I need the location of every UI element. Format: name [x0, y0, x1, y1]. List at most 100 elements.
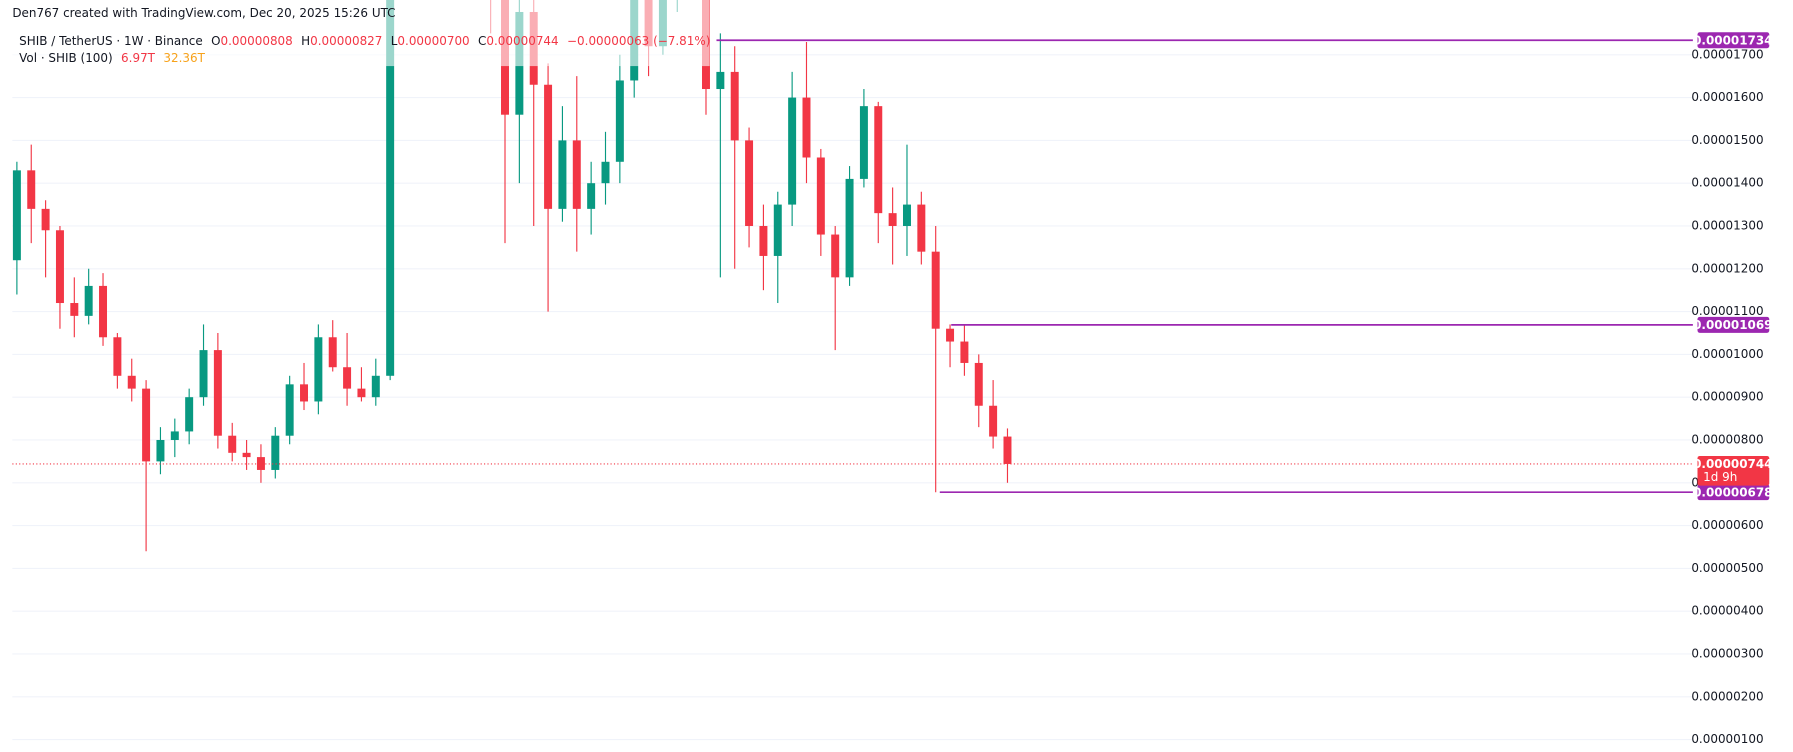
- candle-body: [745, 140, 754, 226]
- y-tick-label: 0.00001600: [1691, 90, 1763, 104]
- candle-body: [285, 384, 294, 436]
- candle-body: [974, 362, 983, 406]
- ohlc-name: L: [391, 34, 398, 48]
- level-label: 0.00000678: [1693, 485, 1772, 499]
- change: −0.00000063 (−7.81%): [567, 34, 710, 48]
- ohlc-name: O: [211, 34, 220, 48]
- candle-body: [1003, 436, 1012, 464]
- volume-label: Vol · SHIB (100): [19, 51, 113, 65]
- grid: [12, 54, 1693, 741]
- ohlc-name: C: [478, 34, 486, 48]
- candle-body: [816, 157, 825, 235]
- ohlc-value: 0.00000744: [486, 34, 558, 48]
- level-badge: [1697, 32, 1770, 49]
- candle-body: [41, 208, 50, 231]
- ohlc-value: 0.00000808: [221, 34, 293, 48]
- candle-body: [859, 106, 868, 179]
- countdown: 1d 9h: [1703, 470, 1737, 484]
- attribution: Den767 created with TradingView.com, Dec…: [12, 6, 395, 20]
- y-tick-label: 0.00001400: [1691, 176, 1763, 190]
- candle-body: [788, 97, 797, 205]
- y-tick-label: 0.00001000: [1691, 347, 1763, 361]
- symbol: SHIB / TetherUS · 1W · Binance: [19, 34, 203, 48]
- candle-body: [300, 384, 309, 402]
- candle-body: [271, 435, 280, 470]
- legend-backdrop: [3, 0, 710, 67]
- candle-body: [99, 285, 108, 338]
- plot-area: [12, 0, 1693, 552]
- y-tick-label: 0.00000300: [1691, 646, 1763, 660]
- volume-legend: Vol · SHIB (100) 6.97T 32.36T: [19, 51, 205, 65]
- candle-body: [156, 439, 165, 462]
- y-tick-label: 0.00000800: [1691, 432, 1763, 446]
- candle-body: [587, 183, 596, 209]
- candle-body: [12, 170, 21, 261]
- ohlc-name: H: [301, 34, 310, 48]
- candle-body: [55, 230, 64, 304]
- candle-body: [946, 328, 955, 342]
- candle-body: [759, 225, 768, 256]
- candle-body: [544, 84, 553, 209]
- level-label: 0.00001069: [1693, 318, 1772, 332]
- candle-body: [199, 350, 208, 398]
- candle-body: [84, 285, 93, 316]
- candle-body: [185, 397, 194, 432]
- y-tick-label: 0.00001500: [1691, 133, 1763, 147]
- candle-body: [113, 337, 122, 376]
- candle-body: [572, 140, 581, 209]
- candle-body: [170, 431, 179, 440]
- candle-body: [989, 405, 998, 437]
- candle-body: [960, 341, 969, 363]
- candle-body: [127, 375, 136, 389]
- y-tick-label: 0.00001700: [1691, 47, 1763, 61]
- candle-body: [845, 178, 854, 278]
- y-tick-label: 0.00000200: [1691, 689, 1763, 703]
- last-price-label: 0.00000744: [1693, 457, 1772, 471]
- y-tick-label: 0.00000900: [1691, 390, 1763, 404]
- y-tick-label: 0.00001200: [1691, 261, 1763, 275]
- candle-body: [228, 435, 237, 453]
- ohlc-value: 0.00000827: [310, 34, 382, 48]
- y-tick-label: 0.00000500: [1691, 561, 1763, 575]
- candle-body: [615, 80, 624, 162]
- candle-body: [888, 213, 897, 226]
- candle-body: [558, 140, 567, 209]
- volume-value: 6.97T: [121, 51, 156, 65]
- candle-body: [242, 452, 251, 458]
- candle-body: [27, 170, 36, 209]
- y-tick-label: 0.00000600: [1691, 518, 1763, 532]
- ohlc-value: 0.00000700: [397, 34, 469, 48]
- candle-body: [874, 106, 883, 214]
- candle-body: [357, 388, 366, 398]
- y-tick-label: 0.00000100: [1691, 732, 1763, 746]
- price-axis: 0.00000100 0.00000200 0.00000300 0.00000400…: [1691, 32, 1773, 746]
- candle-body: [716, 71, 725, 90]
- candle-body: [802, 97, 811, 158]
- candle-body: [256, 457, 265, 470]
- y-tick-label: 0.00000400: [1691, 604, 1763, 618]
- last-price-badge: [1697, 455, 1770, 486]
- candle-body: [314, 337, 323, 402]
- candle-body: [931, 251, 940, 329]
- candle-body: [831, 234, 840, 278]
- volume-ma: 32.36T: [163, 51, 205, 65]
- candle-body: [213, 350, 222, 436]
- candle-body: [371, 375, 380, 398]
- candle-body: [386, 0, 395, 376]
- candle-body: [917, 204, 926, 252]
- candle-body: [902, 204, 911, 226]
- candle-body: [773, 204, 782, 256]
- candle-body: [343, 367, 352, 389]
- y-tick-label: 0.00001100: [1691, 304, 1763, 318]
- candle-body: [142, 388, 151, 462]
- candle-body: [730, 71, 739, 141]
- candle-body: [328, 337, 337, 368]
- level-badge: [1697, 316, 1770, 333]
- legend-row: SHIB / TetherUS · 1W · Binance O0.000008…: [19, 34, 710, 48]
- y-tick-label: 0.00001300: [1691, 218, 1763, 232]
- candle-body: [70, 303, 79, 316]
- level-label: 0.00001734: [1693, 33, 1772, 47]
- candle-body: [601, 161, 610, 184]
